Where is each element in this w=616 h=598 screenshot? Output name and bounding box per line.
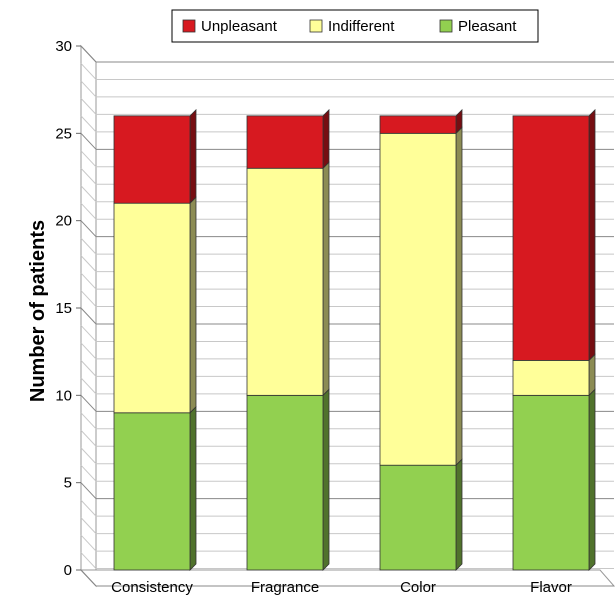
bar-side-unpleasant-consistency	[189, 108, 197, 205]
gridline-diag	[80, 220, 97, 238]
bars	[113, 108, 596, 571]
legend-swatch-unpleasant	[182, 19, 196, 33]
y-tick-label: 5	[64, 475, 72, 492]
bar-side-pleasant-flavor	[588, 388, 596, 571]
y-tick-label: 20	[55, 213, 72, 230]
gridline-diag	[80, 342, 97, 360]
legend-label-unpleasant: Unpleasant	[201, 18, 278, 35]
gridline-diag	[80, 394, 97, 412]
bar-pleasant-consistency	[113, 412, 191, 571]
bar-side-pleasant-fragrance	[322, 388, 330, 571]
gridline-diag	[80, 377, 97, 395]
bar-pleasant-fragrance	[246, 394, 324, 571]
x-category-label: Flavor	[530, 579, 572, 596]
gridline-diag	[80, 412, 97, 430]
bar-unpleasant-fragrance	[246, 115, 324, 169]
gridline-diag	[80, 290, 97, 307]
bar-side-unpleasant-fragrance	[322, 108, 330, 170]
gridline-diag	[80, 360, 97, 377]
legend-label-pleasant: Pleasant	[458, 18, 517, 35]
gridline-diag	[80, 447, 97, 465]
gridline-diag	[80, 202, 97, 220]
gridline-diag	[80, 272, 97, 290]
gridline-diag	[80, 80, 97, 98]
legend-swatch-indifferent	[309, 19, 323, 33]
bar-side-pleasant-color	[455, 458, 463, 571]
bar-pleasant-color	[379, 464, 457, 571]
y-tick-label: 10	[55, 387, 72, 404]
y-axis-label: Number of patients	[27, 220, 49, 402]
gridline-diag	[80, 429, 97, 447]
x-category-label: Color	[400, 579, 436, 596]
bar-side-indifferent-color	[455, 126, 463, 467]
bar-indifferent-consistency	[113, 202, 191, 414]
gridline-diag	[80, 185, 97, 203]
bar-unpleasant-color	[379, 115, 457, 134]
bar-side-indifferent-consistency	[189, 196, 197, 414]
gridline-diag	[80, 237, 97, 255]
bar-unpleasant-flavor	[512, 115, 590, 361]
gridline-diag	[80, 150, 97, 168]
bar-pleasant-flavor	[512, 394, 590, 571]
gridline-diag	[80, 517, 97, 534]
bar-side-unpleasant-flavor	[588, 108, 596, 362]
gridline-diag	[80, 464, 97, 482]
bar-side-indifferent-fragrance	[322, 161, 330, 397]
gridline-diag	[80, 98, 97, 115]
gridline-diag	[80, 534, 97, 552]
gridline-diag	[80, 569, 97, 587]
bar-indifferent-flavor	[512, 359, 590, 396]
bar-unpleasant-consistency	[113, 115, 191, 204]
bar-side-indifferent-flavor	[588, 353, 596, 397]
bar-side-pleasant-consistency	[189, 405, 197, 571]
gridline-diag	[80, 482, 97, 500]
y-axis-ticks: 0 5 10 15 20 25 30	[55, 38, 81, 579]
x-category-label: Fragrance	[251, 579, 319, 596]
bar-indifferent-fragrance	[246, 167, 324, 396]
gridline-diag	[80, 167, 97, 185]
legend: Unpleasant Indifferent Pleasant	[171, 9, 539, 43]
gridline-diag	[80, 132, 97, 150]
legend-label-indifferent: Indifferent	[328, 18, 395, 35]
gridline-diag	[80, 307, 97, 325]
gridline-diag	[80, 255, 97, 272]
gridline-diag	[80, 45, 97, 63]
y-tick-label: 0	[64, 562, 72, 579]
legend-swatch-pleasant	[439, 19, 453, 33]
gridline-diag	[80, 325, 97, 342]
y-tick-label: 15	[55, 300, 72, 317]
legend-box	[171, 9, 539, 43]
y-tick-label: 25	[55, 125, 72, 142]
gridline-diag	[80, 115, 97, 133]
gridline-diag	[80, 499, 97, 517]
y-tick-label: 30	[55, 38, 72, 55]
bar-indifferent-color	[379, 132, 457, 466]
gridline-diag	[80, 552, 97, 569]
x-category-label: Consistency	[111, 579, 193, 596]
x-axis-categories: Consistency Fragrance Color Flavor	[111, 579, 572, 596]
gridline-diag	[80, 63, 97, 80]
